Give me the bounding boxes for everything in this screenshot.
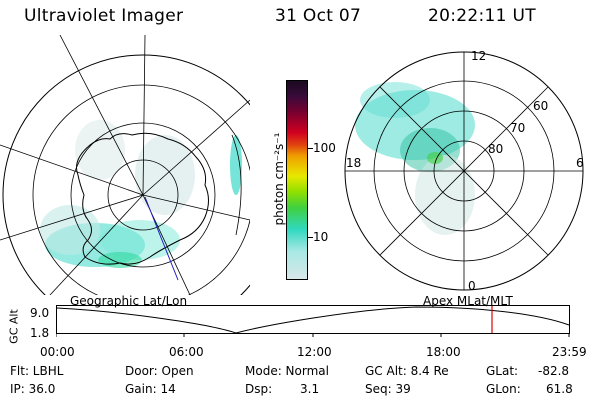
instrument-title: Ultraviolet Imager (24, 6, 184, 26)
right-aurora-emission (355, 82, 475, 235)
mlat-label-60: 60 (533, 99, 548, 113)
door-info: Door: Open (125, 364, 194, 378)
left-map-caption: Geographic Lat/Lon (70, 294, 188, 308)
seq-info: Seq: 39 (365, 382, 411, 396)
dsp-value: 3.1 (300, 382, 320, 396)
ip-info: IP: 36.0 (10, 382, 56, 396)
altitude-tick-low: 1.8 (30, 326, 50, 340)
time-tick-1200: 12:00 (297, 345, 332, 359)
colorbar-tick-100: 100 (313, 141, 336, 155)
gc-alt-info: GC Alt: 8.4 Re (365, 364, 449, 378)
mode-info: Mode: Normal (245, 364, 329, 378)
filter-info: Flt: LBHL (10, 364, 64, 378)
mlt-label-0: 0 (468, 279, 476, 293)
colorbar (286, 80, 308, 280)
time-tick-2359: 23:59 (552, 345, 587, 359)
altitude-tick-high: 9.0 (30, 306, 50, 320)
mlt-label-18: 18 (346, 156, 361, 170)
mlat-label-70: 70 (510, 121, 525, 135)
geographic-map (0, 35, 250, 295)
dsp-label: Dsp: (245, 382, 273, 396)
mlat-label-80: 80 (488, 142, 503, 156)
polar-mlt-plot: 12 18 6 0 60 70 80 (344, 49, 584, 293)
glat-value: -82.8 (538, 364, 570, 378)
time-tick-0600: 06:00 (169, 345, 204, 359)
right-map-caption: Apex MLat/MLT (423, 294, 513, 308)
mlt-label-6: 6 (576, 156, 584, 170)
altitude-axis-label: GC Alt (7, 309, 21, 344)
mlt-label-12: 12 (471, 49, 486, 63)
glon-label: GLon: (486, 382, 521, 396)
altitude-strip-plot (56, 305, 570, 337)
glat-label: GLat: (486, 364, 519, 378)
colorbar-unit-label: photon cm⁻²s⁻¹ (272, 132, 286, 226)
time-tick-1800: 18:00 (426, 345, 461, 359)
glon-value: 61.8 (546, 382, 573, 396)
time-label: 20:22:11 UT (428, 6, 536, 26)
time-tick-0000: 00:00 (40, 345, 75, 359)
colorbar-tick-10: 10 (313, 230, 329, 244)
date-label: 31 Oct 07 (275, 6, 362, 26)
gain-info: Gain: 14 (125, 382, 176, 396)
